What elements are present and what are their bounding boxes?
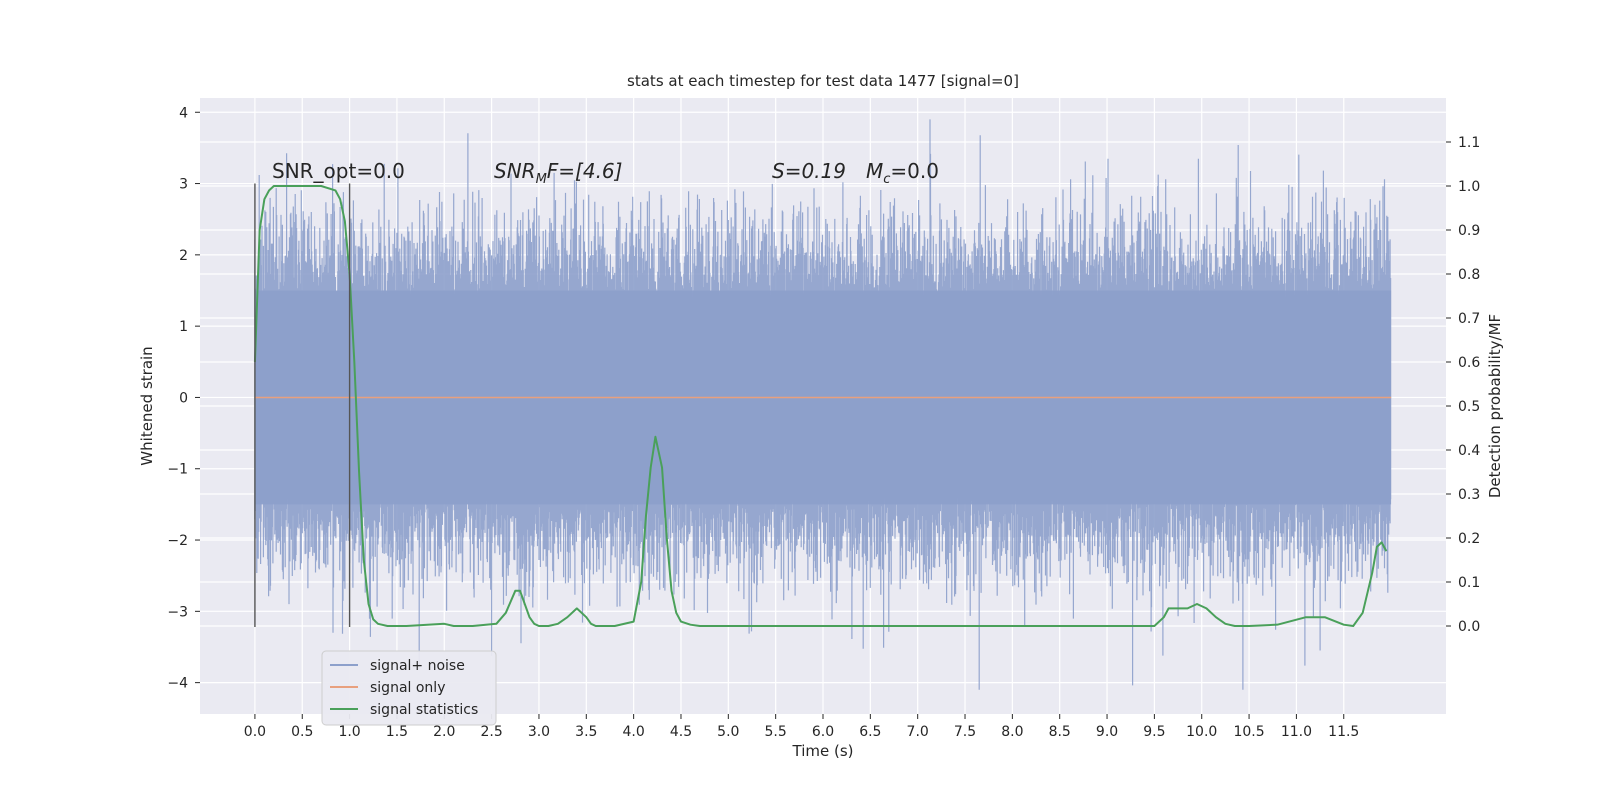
x-tick-label: 9.0: [1096, 724, 1118, 740]
annotation-mc-base: M: [866, 159, 883, 183]
annotation-snr-mf-base: SNR: [494, 159, 536, 183]
y-tick-label-right: 0.4: [1458, 443, 1480, 459]
x-tick-label: 5.5: [765, 724, 787, 740]
y-tick-label-right: 0.1: [1458, 575, 1480, 591]
chart-title: stats at each timestep for test data 147…: [627, 72, 1019, 90]
x-tick-label: 2.0: [433, 724, 455, 740]
x-tick-label: 7.0: [907, 724, 929, 740]
axis-ticks: 0.0 0.5 1.0 1.5 2.0 2.5 3.0 3.5 4.0 4.5 5.0 5.5 6.0 6…: [167, 105, 1480, 740]
y-tick-label-right: 1.0: [1458, 179, 1480, 195]
y-tick-label-right: 0.5: [1458, 399, 1480, 415]
series-group: [253, 185, 1392, 627]
x-tick-label: 1.5: [386, 724, 408, 740]
y-tick-label-left: −4: [167, 676, 188, 692]
x-tick-label: 9.5: [1143, 724, 1165, 740]
legend-entry: signal only: [370, 680, 445, 696]
x-tick-label: 0.0: [244, 724, 266, 740]
annotation-mc-rest: =0.0: [890, 159, 939, 183]
y-axis-label-left: Whitened strain: [138, 346, 156, 465]
x-tick-label: 5.0: [717, 724, 739, 740]
y-tick-label-right: 0.3: [1458, 487, 1480, 503]
y-tick-label-left: −1: [167, 462, 188, 478]
y-tick-label-right: 0.9: [1458, 223, 1480, 239]
y-tick-label-right: 0.7: [1458, 311, 1480, 327]
y-tick-label-right: 0.0: [1458, 619, 1480, 635]
x-tick-label: 7.5: [954, 724, 976, 740]
legend-box: [321, 650, 497, 726]
x-tick-label: 2.5: [480, 724, 502, 740]
annotation-mc-sub: c: [883, 172, 890, 187]
x-tick-label: 3.0: [528, 724, 550, 740]
annotation-mc: Mc=0.0: [866, 159, 939, 187]
x-tick-label: 8.0: [1001, 724, 1023, 740]
legend-entry: signal+ noise: [370, 658, 465, 674]
x-axis-label: Time (s): [792, 742, 854, 760]
x-tick-label: 4.0: [623, 724, 645, 740]
x-tick-label: 1.0: [338, 724, 360, 740]
y-tick-label-left: 1: [179, 319, 188, 335]
x-tick-label: 4.5: [670, 724, 692, 740]
x-tick-label: 3.5: [575, 724, 597, 740]
y-tick-label-left: 3: [179, 177, 188, 193]
y-axis-label-right: Detection probability/MF: [1486, 314, 1504, 498]
y-tick-label-left: −2: [167, 533, 188, 549]
x-tick-label: 6.0: [812, 724, 834, 740]
x-tick-label: 8.5: [1049, 724, 1071, 740]
legend-entry: signal statistics: [370, 702, 478, 718]
annotation-snr-mf-rest: F=[4.6]: [547, 159, 623, 183]
annotation-snr-mf-sub: M: [536, 172, 547, 187]
vertical-markers: [254, 183, 351, 628]
x-tick-label: 0.5: [291, 724, 313, 740]
y-tick-label-left: −3: [167, 604, 188, 620]
annotations: SNR_opt=0.0 SNRMF=[4.6] S=0.19 Mc=0.0: [272, 159, 939, 187]
x-tick-label: 10.0: [1186, 724, 1217, 740]
y-tick-label-right: 0.6: [1458, 355, 1480, 371]
y-tick-label-right: 0.2: [1458, 531, 1480, 547]
x-tick-label: 10.5: [1233, 724, 1264, 740]
series-signal-statistics: [253, 185, 1388, 627]
legend: signal+ noise signal only signal statistic…: [321, 650, 497, 726]
x-tick-label: 11.5: [1328, 724, 1359, 740]
annotation-s-stat: S=0.19: [772, 159, 846, 183]
y-tick-label-right: 1.1: [1458, 135, 1480, 151]
y-tick-label-left: 4: [179, 105, 188, 121]
annotation-snr-mf: SNRMF=[4.6]: [494, 159, 622, 187]
x-tick-label: 11.0: [1281, 724, 1312, 740]
annotation-snr-opt: SNR_opt=0.0: [272, 159, 405, 183]
y-tick-label-left: 2: [179, 248, 188, 264]
x-tick-label: 6.5: [859, 724, 881, 740]
y-tick-label-left: 0: [179, 390, 188, 406]
y-tick-label-right: 0.8: [1458, 267, 1480, 283]
